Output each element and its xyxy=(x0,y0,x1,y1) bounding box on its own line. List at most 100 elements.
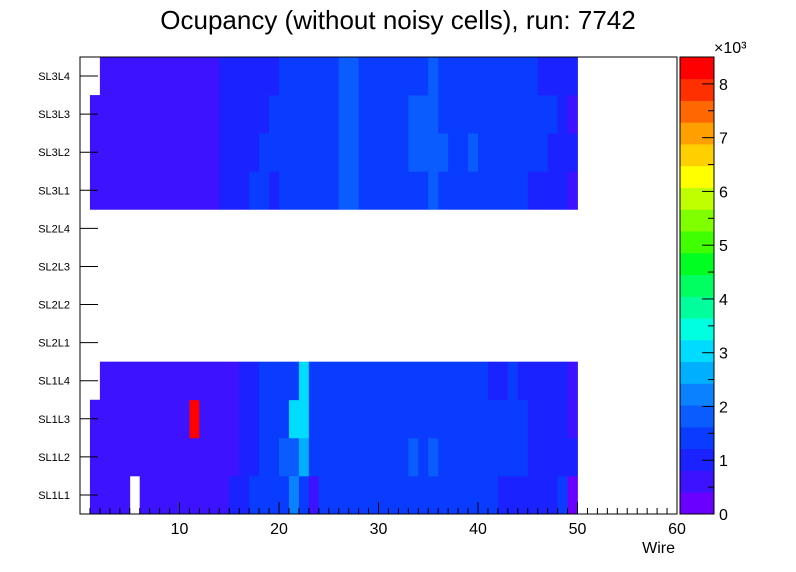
color-scale-band-17 xyxy=(680,122,714,145)
heatmap-cell-sl3l3-7 xyxy=(408,95,439,134)
heatmap-cell-sl3l1-7 xyxy=(358,171,429,210)
heatmap-cell-sl1l1-8 xyxy=(318,475,499,515)
x-axis: 10 20 30 40 50 60 xyxy=(89,502,686,538)
heatmap-cell-sl1l2-3 xyxy=(279,437,300,477)
heatmap-cell-sl3l4-1 xyxy=(99,57,220,96)
heatmap-cells xyxy=(89,57,578,515)
y-tick-label-sl3l1: SL3L1 xyxy=(38,185,70,197)
heatmap-cell-sl1l3-4 xyxy=(259,399,290,439)
heatmap-cell-sl3l4-7 xyxy=(428,57,439,96)
heatmap-cell-sl3l2-4 xyxy=(338,133,359,172)
color-scale-band-15 xyxy=(680,165,714,188)
heatmap-cell-sl3l2-0 xyxy=(89,133,220,172)
color-scale-band-20 xyxy=(680,57,714,80)
heatmap-cell-sl1l2-0 xyxy=(89,437,240,477)
color-scale-band-7 xyxy=(680,339,714,363)
heatmap-cell-sl3l4-2 xyxy=(219,57,250,96)
heatmap-cell-sl3l4-9 xyxy=(537,57,578,96)
color-scale-exponent: ×10³ xyxy=(714,40,747,57)
color-scale-frame xyxy=(679,56,715,515)
y-tick-label-sl3l2: SL3L2 xyxy=(38,147,70,159)
heatmap-cell-sl3l2-9 xyxy=(478,133,549,172)
heatmap-cell-sl1l2-5 xyxy=(308,437,409,477)
heatmap-cell-sl1l3-3 xyxy=(239,399,260,439)
color-scale-label-8: 8 xyxy=(719,77,728,94)
y-tick-label-sl2l4: SL2L4 xyxy=(38,223,70,235)
color-scale-band-18 xyxy=(680,100,714,123)
heatmap-cell-sl1l2-1 xyxy=(239,437,260,477)
heatmap-cell-sl1l1-9 xyxy=(497,475,558,515)
heatmap-cell-sl1l2-7 xyxy=(418,437,429,477)
heatmap-cell-sl1l2-4 xyxy=(298,437,310,477)
color-scale-label-0: 0 xyxy=(719,507,728,524)
heatmap-cell-sl1l3-5 xyxy=(288,399,310,439)
color-scale-band-16 xyxy=(680,144,714,167)
heatmap-cell-sl3l1-11 xyxy=(567,171,578,210)
heatmap-cell-sl3l3-2 xyxy=(239,95,250,134)
heatmap-cell-sl1l3-0 xyxy=(89,399,190,439)
heatmap-cell-sl1l1-7 xyxy=(308,475,320,515)
y-tick-label-sl3l4: SL3L4 xyxy=(38,71,70,83)
heatmap-cell-sl3l2-10 xyxy=(547,133,578,172)
heatmap-cell-sl1l2-8 xyxy=(428,437,439,477)
color-scale: 0 1 2 3 4 5 6 7 8 xyxy=(679,56,728,524)
color-scale-band-2 xyxy=(680,448,714,471)
x-tick-label-40: 40 xyxy=(469,521,487,538)
heatmap-cell-sl1l2-9 xyxy=(438,437,529,477)
heatmap-cell-sl3l2-6 xyxy=(408,133,449,172)
heatmap-cell-sl3l2-7 xyxy=(448,133,469,172)
color-scale-band-13 xyxy=(680,209,714,232)
heatmap-cell-sl3l1-9 xyxy=(438,171,529,210)
heatmap-cell-sl1l1-5 xyxy=(288,475,300,515)
y-tick-label-sl2l2: SL2L2 xyxy=(38,300,70,312)
y-tick-label-sl1l4: SL1L4 xyxy=(38,376,70,388)
color-scale-band-0 xyxy=(680,492,714,515)
heatmap-cell-sl3l2-5 xyxy=(358,133,409,172)
heatmap-cell-sl3l3-0 xyxy=(89,95,220,134)
color-scale-band-5 xyxy=(680,383,714,406)
heatmap-cell-sl3l2-8 xyxy=(468,133,479,172)
heatmap-cell-sl3l3-1 xyxy=(219,95,240,134)
heatmap-cell-sl3l3-3 xyxy=(249,95,270,134)
heatmap-cell-sl1l2-10 xyxy=(527,437,578,477)
color-scale-band-1 xyxy=(680,470,714,493)
heatmap-cell-sl1l4-3 xyxy=(259,361,300,401)
y-tick-label-sl2l1: SL2L1 xyxy=(38,338,70,350)
heatmap-cell-sl3l3-8 xyxy=(438,95,558,134)
heatmap-cell-sl3l1-10 xyxy=(527,171,568,210)
heatmap-cell-sl1l4-2 xyxy=(239,361,260,401)
color-scale-band-11 xyxy=(680,252,714,276)
heatmap-cell-sl3l1-4 xyxy=(269,171,280,210)
heatmap-cell-sl3l4-3 xyxy=(249,57,280,96)
heatmap-cell-sl1l3-7 xyxy=(527,399,568,439)
heatmap-cell-sl3l1-6 xyxy=(338,171,359,210)
heatmap-cell-sl3l3-9 xyxy=(557,95,568,134)
heatmap-cell-sl1l4-1 xyxy=(99,361,240,401)
y-tick-label-sl1l1: SL1L1 xyxy=(38,490,70,502)
heatmap-cell-sl1l3-2 xyxy=(199,399,240,439)
color-scale-label-1: 1 xyxy=(719,453,728,470)
color-scale-label-2: 2 xyxy=(719,399,728,416)
heatmap-cell-sl3l1-0 xyxy=(89,171,220,210)
heatmap-cell-sl1l4-5 xyxy=(308,361,489,401)
heatmap-cell-sl3l3-6 xyxy=(358,95,409,134)
heatmap-cell-sl3l2-2 xyxy=(249,133,260,172)
color-scale-band-6 xyxy=(680,361,714,384)
heatmap-cell-sl3l1-3 xyxy=(249,171,270,210)
color-scale-band-10 xyxy=(680,274,714,297)
heatmap-cell-sl3l4-6 xyxy=(358,57,429,96)
color-scale-band-8 xyxy=(680,318,714,341)
heatmap-cell-sl3l1-8 xyxy=(428,171,439,210)
heatmap-cell-sl3l1-5 xyxy=(279,171,340,210)
y-tick-label-sl1l3: SL1L3 xyxy=(38,414,70,426)
heatmap-cell-sl1l1-6 xyxy=(298,475,310,515)
heatmap-cell-sl1l4-4 xyxy=(298,361,310,401)
heatmap-cell-sl1l2-6 xyxy=(408,437,419,477)
heatmap-cell-sl1l4-7 xyxy=(507,361,519,401)
heatmap-cell-sl3l4-8 xyxy=(438,57,539,96)
heatmap-cell-sl3l1-1 xyxy=(219,171,240,210)
x-axis-label: Wire xyxy=(642,540,675,557)
y-axis: SL1L1 SL1L2 SL1L3 SL1L4 SL2L1 SL2L2 SL2L3 SL2L4… xyxy=(38,71,98,502)
heatmap-cell-sl1l1-3 xyxy=(229,475,250,515)
